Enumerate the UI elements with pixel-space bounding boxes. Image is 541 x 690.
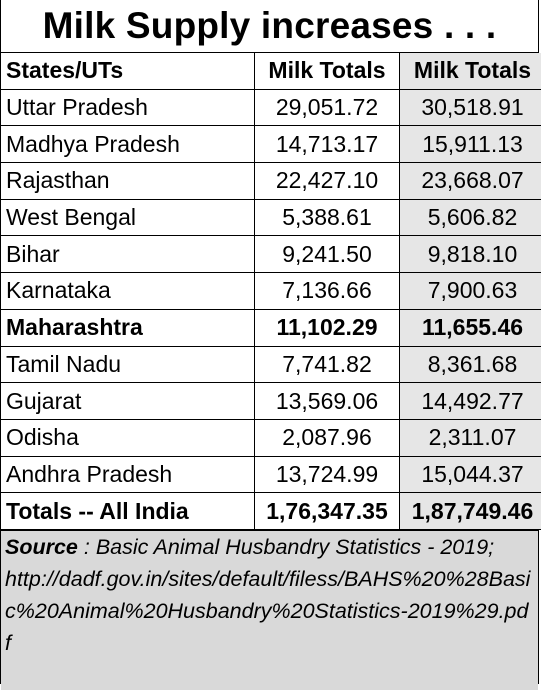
totals-label: Totals -- All India — [1, 493, 255, 530]
milk-total-a: 2,087.96 — [255, 419, 400, 456]
milk-total-b: 30,518.91 — [400, 89, 541, 126]
source-url[interactable]: http://dadf.gov.in/sites/default/filess/… — [5, 567, 530, 655]
milk-total-b: 9,818.10 — [400, 236, 541, 273]
state-name: Tamil Nadu — [1, 346, 255, 383]
source-separator: : — [78, 535, 96, 559]
source-label: Source — [5, 535, 78, 559]
totals-b: 1,87,749.46 — [400, 493, 541, 530]
table-row: Karnataka 7,136.66 7,900.63 — [1, 273, 541, 310]
milk-total-b: 23,668.07 — [400, 163, 541, 200]
milk-total-a: 22,427.10 — [255, 163, 400, 200]
table-row: Odisha 2,087.96 2,311.07 — [1, 419, 541, 456]
milk-total-a: 7,136.66 — [255, 273, 400, 310]
table-row: Tamil Nadu 7,741.82 8,361.68 — [1, 346, 541, 383]
milk-total-a: 5,388.61 — [255, 199, 400, 236]
milk-total-a: 29,051.72 — [255, 89, 400, 126]
state-name: West Bengal — [1, 199, 255, 236]
table-row: Gujarat 13,569.06 14,492.77 — [1, 383, 541, 420]
table-row: Uttar Pradesh 29,051.72 30,518.91 — [1, 89, 541, 126]
milk-total-a: 9,241.50 — [255, 236, 400, 273]
milk-total-a: 13,724.99 — [255, 456, 400, 493]
header-milk-totals-1: Milk Totals — [255, 53, 400, 89]
milk-total-b: 2,311.07 — [400, 419, 541, 456]
totals-a: 1,76,347.35 — [255, 493, 400, 530]
milk-total-a: 13,569.06 — [255, 383, 400, 420]
table-row: Madhya Pradesh 14,713.17 15,911.13 — [1, 126, 541, 163]
totals-row: Totals -- All India 1,76,347.35 1,87,749… — [1, 493, 541, 530]
table-row: West Bengal 5,388.61 5,606.82 — [1, 199, 541, 236]
state-name: Karnataka — [1, 273, 255, 310]
table-row: Andhra Pradesh 13,724.99 15,044.37 — [1, 456, 541, 493]
state-name: Uttar Pradesh — [1, 89, 255, 126]
state-name: Bihar — [1, 236, 255, 273]
milk-total-b: 15,911.13 — [400, 126, 541, 163]
table-header-row: States/UTs Milk Totals Milk Totals — [1, 53, 541, 89]
header-milk-totals-2: Milk Totals — [400, 53, 541, 89]
milk-total-a: 14,713.17 — [255, 126, 400, 163]
milk-totals-table: States/UTs Milk Totals Milk Totals Uttar… — [1, 53, 541, 530]
state-name: Madhya Pradesh — [1, 126, 255, 163]
source-text: Basic Animal Husbandry Statistics - 2019… — [96, 535, 494, 559]
state-name: Odisha — [1, 419, 255, 456]
milk-total-b: 5,606.82 — [400, 199, 541, 236]
header-states: States/UTs — [1, 53, 255, 89]
source-note: Source : Basic Animal Husbandry Statisti… — [1, 530, 538, 690]
state-name: Gujarat — [1, 383, 255, 420]
state-name: Andhra Pradesh — [1, 456, 255, 493]
milk-total-a: 11,102.29 — [255, 309, 400, 346]
table-row: Bihar 9,241.50 9,818.10 — [1, 236, 541, 273]
state-name: Maharashtra — [1, 309, 255, 346]
milk-total-b: 11,655.46 — [400, 309, 541, 346]
milk-total-b: 7,900.63 — [400, 273, 541, 310]
milk-total-b: 14,492.77 — [400, 383, 541, 420]
milk-total-a: 7,741.82 — [255, 346, 400, 383]
milk-total-b: 8,361.68 — [400, 346, 541, 383]
table-row-highlighted: Maharashtra 11,102.29 11,655.46 — [1, 309, 541, 346]
page-title: Milk Supply increases . . . — [1, 0, 538, 53]
milk-total-b: 15,044.37 — [400, 456, 541, 493]
table-row: Rajasthan 22,427.10 23,668.07 — [1, 163, 541, 200]
state-name: Rajasthan — [1, 163, 255, 200]
